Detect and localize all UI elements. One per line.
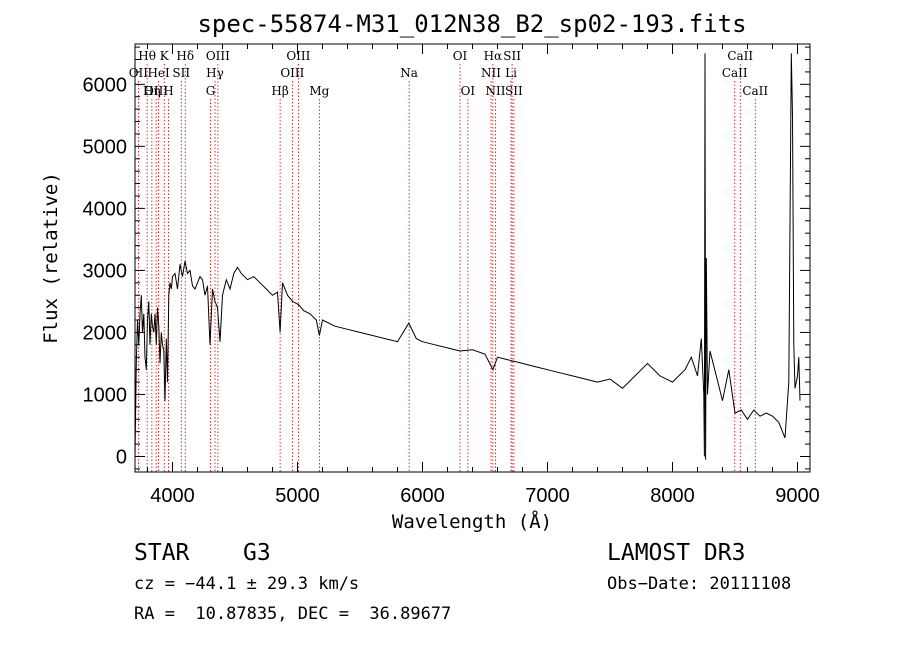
chart-title: spec-55874-M31_012N38_B2_sp02-193.fits [197,10,746,38]
y-tick-label: 2000 [83,322,128,344]
spectral-line-label: CaII [727,49,753,63]
x-tick-label: 9000 [775,485,820,507]
spectral-line-label: K [160,49,170,63]
spectral-line-label: NII [481,66,501,80]
spectrum-series-line [134,53,801,460]
spectral-line-label: Hβ [271,84,288,98]
y-tick-label: 3000 [83,260,128,282]
spectral-line-label: Li [505,66,517,80]
spectral-line-label: G [206,84,216,98]
y-axis-ticks: 0 1000 2000 3000 4000 5000 6000 [83,46,810,470]
spectral-line-label: SII [505,84,523,98]
spectral-line-label: Hδ [176,49,194,63]
object-subclass: G3 [243,540,271,566]
x-axis-label: Wavelength (Å) [392,510,552,533]
ra-dec-coordinates: RA = 10.87835, DEC = 36.89677 [134,604,452,624]
spectral-line-label: Na [400,66,418,80]
spectral-line-label: SII [503,49,521,63]
x-axis-ticks: 4000 5000 6000 7000 8000 9000 [147,44,820,507]
spectral-line-label: Hγ [206,66,224,80]
y-tick-label: 5000 [83,136,128,158]
spectral-line-label: HeI [147,66,170,80]
spectral-line-label: OIII [280,66,304,80]
spectral-line-label: OIII [144,84,168,98]
y-axis-label: Flux (relative) [40,172,62,344]
spectral-line-label: CaII [742,84,768,98]
spectral-line-label: SII [172,66,190,80]
plot-frame [134,43,811,473]
spectral-line-label: Hθ [138,49,156,63]
spectral-line-label: OIII [206,49,230,63]
spectral-line-label: OIII [286,49,310,63]
y-tick-label: 1000 [83,384,128,406]
x-tick-label: 8000 [650,485,695,507]
spectral-line-label: Hα [484,49,503,63]
spectral-line-label: Hη [143,84,161,98]
spectral-line-label: OI [453,49,468,63]
survey-name: LAMOST DR3 [607,540,746,566]
spectral-line-label: NII [486,84,506,98]
object-class: STAR [134,540,190,566]
spectral-line-label: OI [461,84,476,98]
spectral-line-label: Mg [309,84,329,98]
spectral-line-label: H [163,84,173,98]
y-tick-label: 6000 [83,74,128,96]
y-tick-label: 4000 [83,198,128,220]
y-tick-label: 0 [116,446,127,468]
x-tick-label: 7000 [525,485,570,507]
x-tick-label: 5000 [275,485,320,507]
x-tick-label: 4000 [150,485,195,507]
observation-date: Obs−Date: 20111108 [607,574,792,594]
x-tick-label: 6000 [400,485,445,507]
redshift-cz: cz = −44.1 ± 29.3 km/s [134,574,360,594]
spectral-line-label: CaII [722,66,748,80]
spectral-line-label: OII [129,66,149,80]
